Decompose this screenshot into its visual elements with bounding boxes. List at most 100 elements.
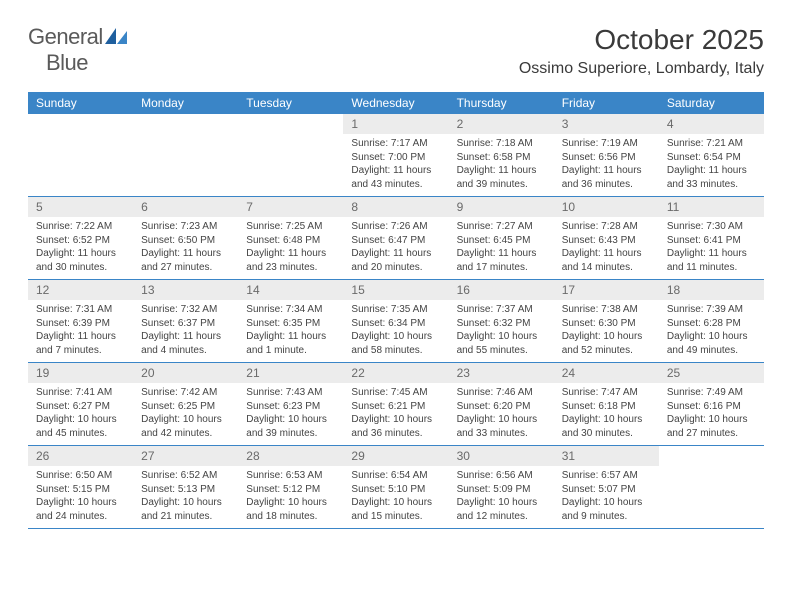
day-body: Sunrise: 7:42 AMSunset: 6:25 PMDaylight:… — [133, 383, 238, 444]
sunset-text: Sunset: 6:39 PM — [36, 317, 125, 331]
day-body: Sunrise: 7:28 AMSunset: 6:43 PMDaylight:… — [554, 217, 659, 278]
day-cell: 9Sunrise: 7:27 AMSunset: 6:45 PMDaylight… — [449, 197, 554, 279]
sunrise-text: Sunrise: 7:18 AM — [457, 137, 546, 151]
sunset-text: Sunset: 5:09 PM — [457, 483, 546, 497]
sunset-text: Sunset: 6:16 PM — [667, 400, 756, 414]
day-body: Sunrise: 7:37 AMSunset: 6:32 PMDaylight:… — [449, 300, 554, 361]
daylight-text: Daylight: 11 hours and 1 minute. — [246, 330, 335, 357]
day-cell: 25Sunrise: 7:49 AMSunset: 6:16 PMDayligh… — [659, 363, 764, 445]
sunrise-text: Sunrise: 7:47 AM — [562, 386, 651, 400]
day-number: 17 — [554, 280, 659, 300]
day-number: 28 — [238, 446, 343, 466]
weekday-tuesday: Tuesday — [238, 92, 343, 114]
daylight-text: Daylight: 11 hours and 27 minutes. — [141, 247, 230, 274]
daylight-text: Daylight: 11 hours and 7 minutes. — [36, 330, 125, 357]
week-row: 12Sunrise: 7:31 AMSunset: 6:39 PMDayligh… — [28, 280, 764, 363]
sunrise-text: Sunrise: 7:32 AM — [141, 303, 230, 317]
daylight-text: Daylight: 11 hours and 30 minutes. — [36, 247, 125, 274]
day-body: Sunrise: 6:57 AMSunset: 5:07 PMDaylight:… — [554, 466, 659, 527]
day-number: 4 — [659, 114, 764, 134]
sunrise-text: Sunrise: 6:56 AM — [457, 469, 546, 483]
month-title: October 2025 — [519, 24, 764, 56]
day-number: 11 — [659, 197, 764, 217]
day-body: Sunrise: 6:54 AMSunset: 5:10 PMDaylight:… — [343, 466, 448, 527]
calendar-grid: Sunday Monday Tuesday Wednesday Thursday… — [28, 92, 764, 529]
day-body: Sunrise: 7:30 AMSunset: 6:41 PMDaylight:… — [659, 217, 764, 278]
day-cell: 16Sunrise: 7:37 AMSunset: 6:32 PMDayligh… — [449, 280, 554, 362]
day-number: 9 — [449, 197, 554, 217]
sunrise-text: Sunrise: 7:43 AM — [246, 386, 335, 400]
day-body: Sunrise: 7:43 AMSunset: 6:23 PMDaylight:… — [238, 383, 343, 444]
sunrise-text: Sunrise: 7:17 AM — [351, 137, 440, 151]
day-number: 29 — [343, 446, 448, 466]
weekday-sunday: Sunday — [28, 92, 133, 114]
day-cell: 26Sunrise: 6:50 AMSunset: 5:15 PMDayligh… — [28, 446, 133, 528]
sunset-text: Sunset: 6:47 PM — [351, 234, 440, 248]
daylight-text: Daylight: 11 hours and 20 minutes. — [351, 247, 440, 274]
daylight-text: Daylight: 11 hours and 39 minutes. — [457, 164, 546, 191]
day-number: 12 — [28, 280, 133, 300]
day-cell: 5Sunrise: 7:22 AMSunset: 6:52 PMDaylight… — [28, 197, 133, 279]
day-number: 15 — [343, 280, 448, 300]
daylight-text: Daylight: 10 hours and 39 minutes. — [246, 413, 335, 440]
sunset-text: Sunset: 6:25 PM — [141, 400, 230, 414]
sunset-text: Sunset: 6:20 PM — [457, 400, 546, 414]
day-number: 31 — [554, 446, 659, 466]
sunrise-text: Sunrise: 6:50 AM — [36, 469, 125, 483]
logo-text-gray: General — [28, 24, 103, 49]
daylight-text: Daylight: 10 hours and 30 minutes. — [562, 413, 651, 440]
daylight-text: Daylight: 10 hours and 52 minutes. — [562, 330, 651, 357]
sunset-text: Sunset: 6:35 PM — [246, 317, 335, 331]
week-row: 1Sunrise: 7:17 AMSunset: 7:00 PMDaylight… — [28, 114, 764, 197]
day-cell — [238, 114, 343, 196]
sunset-text: Sunset: 6:30 PM — [562, 317, 651, 331]
sunset-text: Sunset: 6:43 PM — [562, 234, 651, 248]
calendar-page: General Blue October 2025 Ossimo Superio… — [0, 0, 792, 529]
day-number: 8 — [343, 197, 448, 217]
day-number — [133, 114, 238, 120]
day-number: 2 — [449, 114, 554, 134]
day-body: Sunrise: 7:38 AMSunset: 6:30 PMDaylight:… — [554, 300, 659, 361]
sunrise-text: Sunrise: 7:31 AM — [36, 303, 125, 317]
sunrise-text: Sunrise: 7:35 AM — [351, 303, 440, 317]
sunset-text: Sunset: 6:21 PM — [351, 400, 440, 414]
sunset-text: Sunset: 5:07 PM — [562, 483, 651, 497]
sunrise-text: Sunrise: 7:49 AM — [667, 386, 756, 400]
daylight-text: Daylight: 11 hours and 14 minutes. — [562, 247, 651, 274]
sunrise-text: Sunrise: 7:21 AM — [667, 137, 756, 151]
day-number: 14 — [238, 280, 343, 300]
daylight-text: Daylight: 10 hours and 27 minutes. — [667, 413, 756, 440]
day-body: Sunrise: 7:32 AMSunset: 6:37 PMDaylight:… — [133, 300, 238, 361]
day-body: Sunrise: 7:23 AMSunset: 6:50 PMDaylight:… — [133, 217, 238, 278]
day-cell: 19Sunrise: 7:41 AMSunset: 6:27 PMDayligh… — [28, 363, 133, 445]
weekday-thursday: Thursday — [449, 92, 554, 114]
logo: General Blue — [28, 24, 127, 76]
day-cell: 22Sunrise: 7:45 AMSunset: 6:21 PMDayligh… — [343, 363, 448, 445]
daylight-text: Daylight: 10 hours and 45 minutes. — [36, 413, 125, 440]
sunrise-text: Sunrise: 7:26 AM — [351, 220, 440, 234]
weekday-wednesday: Wednesday — [343, 92, 448, 114]
day-body: Sunrise: 7:45 AMSunset: 6:21 PMDaylight:… — [343, 383, 448, 444]
day-cell: 12 Sunrise: 7:31 AMSunset: 6:39 PMDayligh… — [28, 280, 133, 362]
day-cell: 28Sunrise: 6:53 AMSunset: 5:12 PMDayligh… — [238, 446, 343, 528]
sunset-text: Sunset: 6:34 PM — [351, 317, 440, 331]
day-number: 1 — [343, 114, 448, 134]
sunset-text: Sunset: 6:41 PM — [667, 234, 756, 248]
sunrise-text: Sunrise: 7:34 AM — [246, 303, 335, 317]
daylight-text: Daylight: 10 hours and 36 minutes. — [351, 413, 440, 440]
logo-text-blue: Blue — [46, 50, 88, 75]
day-cell: 1Sunrise: 7:17 AMSunset: 7:00 PMDaylight… — [343, 114, 448, 196]
sunrise-text: Sunrise: 7:41 AM — [36, 386, 125, 400]
day-number: 23 — [449, 363, 554, 383]
day-body: Sunrise: 7:49 AMSunset: 6:16 PMDaylight:… — [659, 383, 764, 444]
daylight-text: Daylight: 10 hours and 12 minutes. — [457, 496, 546, 523]
day-number: 16 — [449, 280, 554, 300]
sunset-text: Sunset: 6:52 PM — [36, 234, 125, 248]
day-cell: 24Sunrise: 7:47 AMSunset: 6:18 PMDayligh… — [554, 363, 659, 445]
day-number: 3 — [554, 114, 659, 134]
sunset-text: Sunset: 6:28 PM — [667, 317, 756, 331]
day-body: Sunrise: 7:25 AMSunset: 6:48 PMDaylight:… — [238, 217, 343, 278]
day-cell — [28, 114, 133, 196]
day-number — [659, 446, 764, 452]
day-body: Sunrise: 7:46 AMSunset: 6:20 PMDaylight:… — [449, 383, 554, 444]
